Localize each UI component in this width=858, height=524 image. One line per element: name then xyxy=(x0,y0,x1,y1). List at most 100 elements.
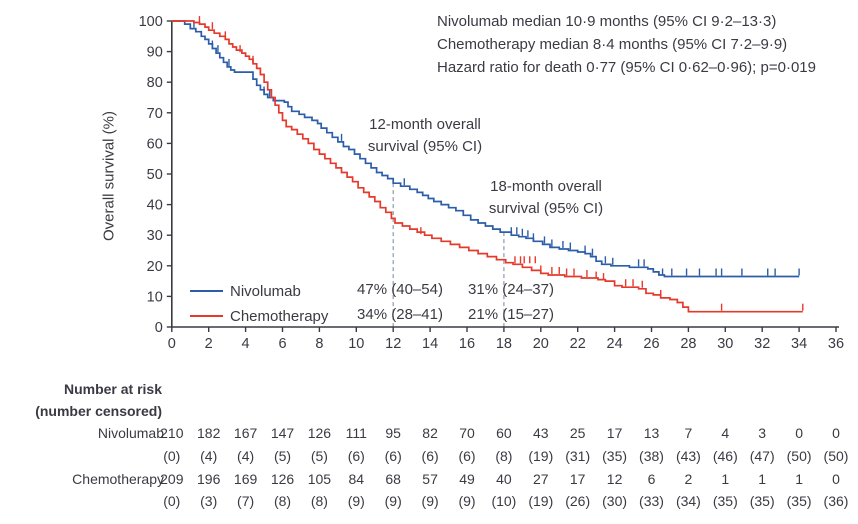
risk-row-label-chemotherapy: Chemotherapy xyxy=(72,471,164,487)
censored-value: (8) xyxy=(495,448,513,464)
censored-value: (9) xyxy=(458,493,476,509)
censored-value: (19) xyxy=(528,493,554,509)
risk-value: 111 xyxy=(345,425,367,441)
risk-value: 182 xyxy=(197,425,221,441)
censored-value: (38) xyxy=(639,448,664,464)
km-curve-nivolumab xyxy=(171,20,800,278)
chemotherapy-line-swatch xyxy=(190,315,223,317)
callout-12-month-line2: survival (95% CI) xyxy=(367,138,483,155)
risk-value: 40 xyxy=(496,471,512,487)
y-tick-label: 60 xyxy=(147,136,163,152)
x-tick-label: 34 xyxy=(791,336,807,352)
y-tick-label: 30 xyxy=(147,228,163,244)
censored-value: (31) xyxy=(565,448,591,464)
censored-value: (35) xyxy=(749,493,775,509)
risk-value: 0 xyxy=(795,425,803,441)
x-tick-label: 2 xyxy=(205,336,213,352)
risk-value: 1 xyxy=(795,471,803,487)
risk-value: 209 xyxy=(160,471,184,487)
risk-table-header-line2: (number censored) xyxy=(35,403,162,419)
legend-label-chemotherapy: Chemotherapy xyxy=(230,307,329,325)
censored-value: (6) xyxy=(384,448,402,464)
y-tick-label: 20 xyxy=(147,259,163,275)
censored-value: (9) xyxy=(384,493,402,509)
risk-table-header-line1: Number at risk xyxy=(63,381,162,397)
risk-value: 25 xyxy=(569,425,586,441)
risk-value: 196 xyxy=(197,471,221,487)
censored-value: (3) xyxy=(200,493,218,509)
risk-value: 17 xyxy=(569,471,586,487)
risk-value: 1 xyxy=(721,471,730,487)
risk-value: 13 xyxy=(643,425,660,441)
estimate-chemotherapy-12mo: 34% (28–41) xyxy=(357,306,443,323)
censored-value: (6) xyxy=(347,448,365,464)
censored-value: (6) xyxy=(421,448,439,464)
estimate-nivolumab-18mo: 31% (24–37) xyxy=(468,281,554,298)
y-tick-label: 70 xyxy=(147,106,163,122)
risk-value: 6 xyxy=(647,471,656,487)
risk-row-label-nivolumab: Nivolumab xyxy=(97,425,164,441)
risk-value: 0 xyxy=(832,471,840,487)
censored-value: (30) xyxy=(602,493,628,509)
risk-value: 169 xyxy=(233,471,258,487)
censored-value: (34) xyxy=(675,493,701,509)
x-tick-label: 36 xyxy=(828,336,844,352)
censored-value: (35) xyxy=(602,448,628,464)
risk-value: 17 xyxy=(606,425,623,441)
censored-value: (0) xyxy=(163,448,181,464)
km-curve-chemotherapy xyxy=(171,20,803,313)
risk-value: 57 xyxy=(422,471,438,487)
x-tick-label: 32 xyxy=(754,336,770,352)
callout-12-month: 12-month overall survival (95% CI) xyxy=(368,114,482,158)
censored-value: (47) xyxy=(749,448,775,464)
risk-value: 43 xyxy=(533,425,549,441)
x-tick-label: 24 xyxy=(607,336,623,352)
legend-label-nivolumab: Nivolumab xyxy=(230,282,301,300)
censored-value: (50) xyxy=(786,448,812,464)
legend: Nivolumab Chemotherapy xyxy=(190,280,328,327)
y-tick-label: 50 xyxy=(147,167,163,183)
x-tick-label: 0 xyxy=(168,336,176,352)
risk-value: 60 xyxy=(496,425,512,441)
risk-value: 167 xyxy=(233,425,258,441)
callout-12-month-line1: 12-month overall xyxy=(369,116,481,133)
censored-value: (8) xyxy=(310,493,328,509)
risk-value: 147 xyxy=(270,425,295,441)
risk-value: 210 xyxy=(160,425,184,441)
legend-item-nivolumab: Nivolumab xyxy=(190,280,328,302)
nivolumab-line-swatch xyxy=(190,290,223,292)
y-tick-label: 10 xyxy=(147,289,163,305)
risk-value: 70 xyxy=(459,425,475,441)
censored-value: (19) xyxy=(528,448,554,464)
risk-value: 105 xyxy=(307,471,332,487)
y-tick-label: 100 xyxy=(139,14,163,30)
censored-value: (5) xyxy=(273,448,292,464)
censored-value: (36) xyxy=(823,493,849,509)
risk-value: 7 xyxy=(684,425,693,441)
risk-value: 0 xyxy=(832,425,840,441)
censored-value: (35) xyxy=(712,493,738,509)
risk-value: 27 xyxy=(533,471,549,487)
x-tick-label: 16 xyxy=(459,336,475,352)
censored-value: (50) xyxy=(823,448,849,464)
stats-annotation-block: Nivolumab median 10·9 months (95% CI 9·2… xyxy=(437,10,816,79)
y-tick-label: 80 xyxy=(147,75,163,91)
y-tick-label: 90 xyxy=(147,45,163,61)
censored-value: (0) xyxy=(163,493,181,509)
censored-value: (9) xyxy=(347,493,365,509)
x-tick-label: 18 xyxy=(496,336,512,352)
x-tick-label: 26 xyxy=(643,336,659,352)
annotation-nivolumab-median: Nivolumab median 10·9 months (95% CI 9·2… xyxy=(437,13,777,30)
risk-value: 95 xyxy=(385,425,401,441)
x-tick-label: 30 xyxy=(717,336,733,352)
legend-item-chemotherapy: Chemotherapy xyxy=(190,305,328,327)
censored-value: (10) xyxy=(491,493,517,509)
risk-value: 68 xyxy=(385,471,401,487)
estimate-chemotherapy-18mo: 21% (15–27) xyxy=(468,306,554,323)
risk-value: 3 xyxy=(758,425,767,441)
x-tick-label: 4 xyxy=(242,336,250,352)
risk-value: 126 xyxy=(307,425,332,441)
